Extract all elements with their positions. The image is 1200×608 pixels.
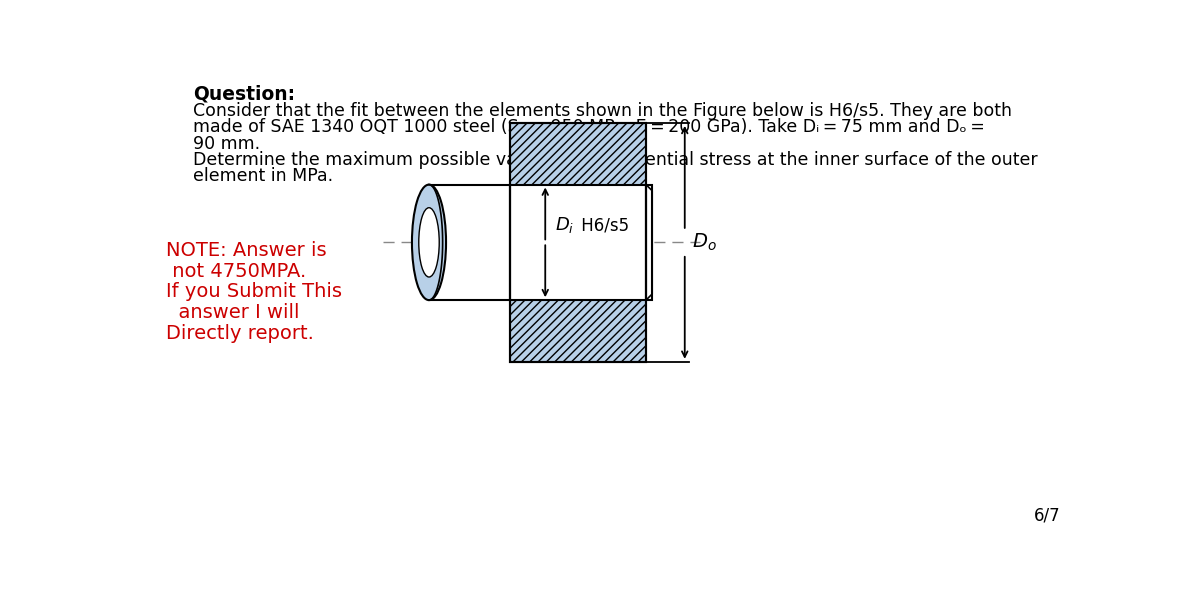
Text: If you Submit This: If you Submit This <box>166 282 342 302</box>
Polygon shape <box>510 123 646 185</box>
Polygon shape <box>430 185 510 300</box>
Text: element in MPa.: element in MPa. <box>193 167 332 185</box>
Text: Determine the maximum possible value of the tangential stress at the inner surfa: Determine the maximum possible value of … <box>193 151 1037 169</box>
Text: $D_o$: $D_o$ <box>692 232 718 253</box>
Ellipse shape <box>419 208 439 277</box>
Text: NOTE: Answer is: NOTE: Answer is <box>166 241 326 260</box>
Polygon shape <box>510 185 646 300</box>
Text: made of SAE 1340 OQT 1000 steel (Sy = 950 MPa, E = 200 GPa). Take Dᵢ = 75 mm and: made of SAE 1340 OQT 1000 steel (Sy = 95… <box>193 119 984 136</box>
Text: $D_i$: $D_i$ <box>554 215 574 235</box>
Text: answer I will: answer I will <box>166 303 299 322</box>
Ellipse shape <box>412 185 446 300</box>
Text: 6/7: 6/7 <box>1034 506 1061 524</box>
Polygon shape <box>646 185 653 300</box>
Text: H6/s5: H6/s5 <box>576 216 629 235</box>
Text: 90 mm.: 90 mm. <box>193 134 259 153</box>
Text: Consider that the fit between the elements shown in the Figure below is H6/s5. T: Consider that the fit between the elemen… <box>193 102 1012 120</box>
Text: Question:: Question: <box>193 85 295 103</box>
Text: not 4750MPA.: not 4750MPA. <box>166 261 306 281</box>
Polygon shape <box>510 300 646 362</box>
Text: Directly report.: Directly report. <box>166 324 313 343</box>
